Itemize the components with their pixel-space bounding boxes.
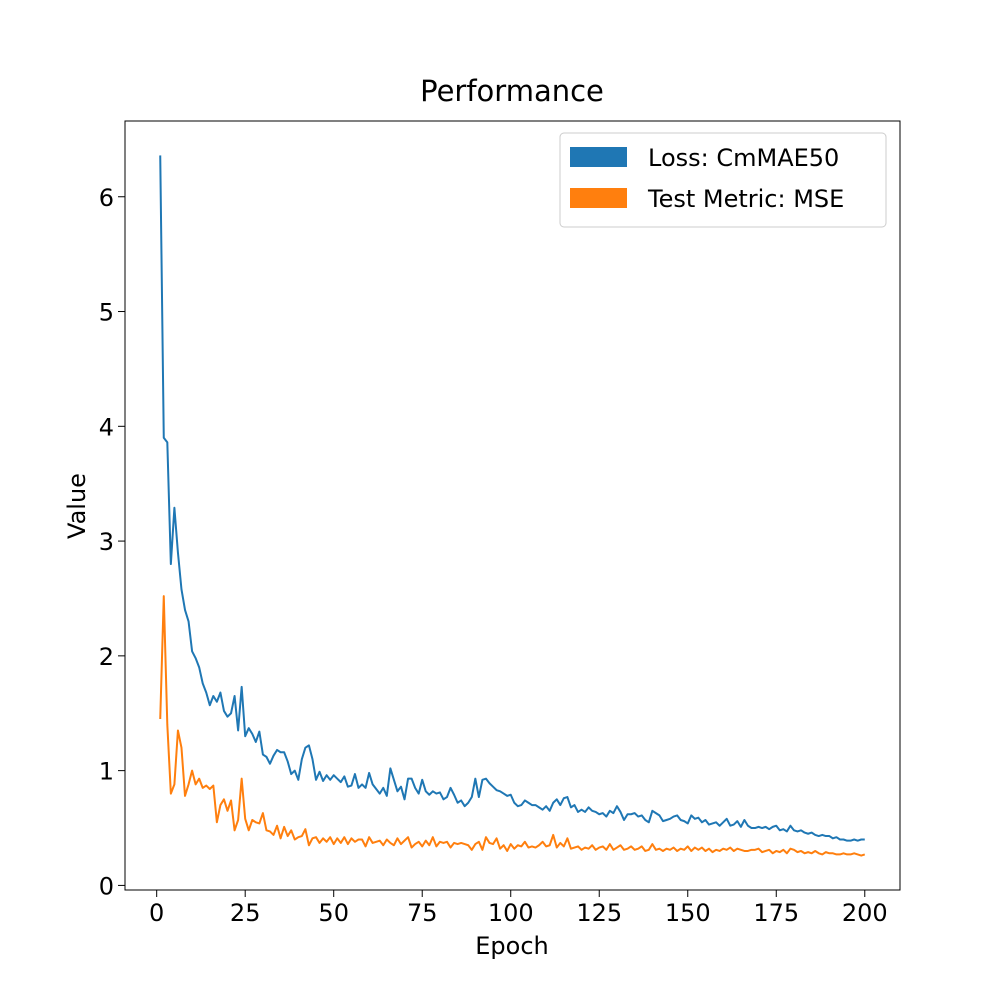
legend-swatch (570, 188, 627, 208)
x-axis-label: Epoch (475, 932, 549, 960)
plot-frame (124, 120, 901, 891)
chart-title: Performance (420, 74, 604, 108)
x-tick-label: 75 (407, 899, 438, 927)
series-line (159, 155, 865, 842)
legend-label: Test Metric: MSE (647, 185, 844, 213)
y-tick-label: 1 (99, 758, 114, 786)
x-tick-label: 50 (318, 899, 349, 927)
x-tick-label: 0 (149, 899, 164, 927)
y-tick-label: 3 (99, 528, 114, 556)
x-tick-label: 150 (665, 899, 711, 927)
x-tick-label: 200 (842, 899, 888, 927)
x-tick-label: 100 (488, 899, 534, 927)
y-tick-label: 4 (99, 413, 114, 441)
legend-label: Loss: CmMAE50 (648, 144, 839, 172)
y-tick-label: 6 (99, 184, 114, 212)
x-tick-label: 125 (576, 899, 622, 927)
x-tick-label: 25 (230, 899, 261, 927)
y-axis-label: Value (63, 473, 91, 539)
x-tick-label: 175 (753, 899, 799, 927)
y-tick-label: 2 (99, 643, 114, 671)
legend-box (559, 132, 887, 228)
legend-swatch (570, 147, 627, 167)
y-tick-label: 0 (99, 872, 114, 900)
y-tick-label: 5 (99, 299, 114, 327)
series-line (159, 595, 866, 857)
